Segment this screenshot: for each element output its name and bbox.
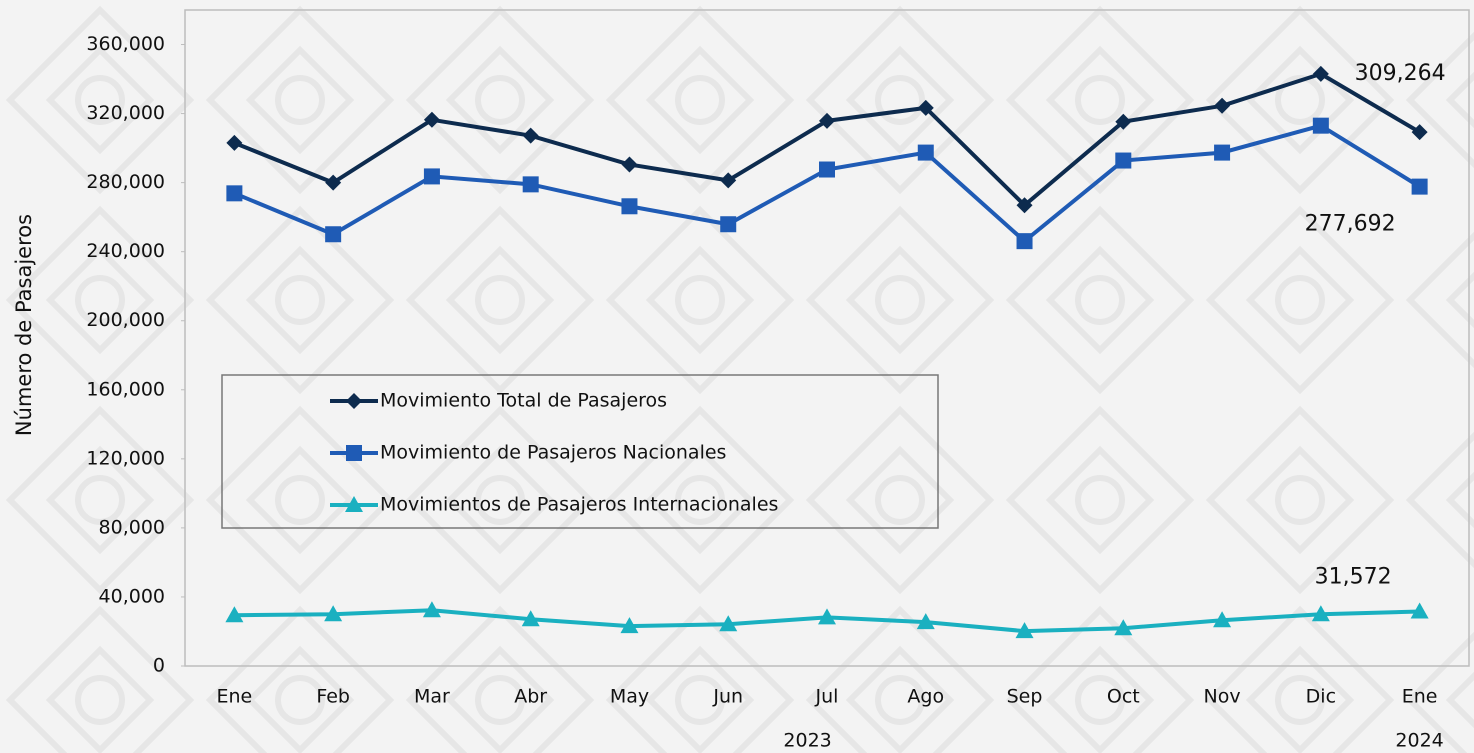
marker [422, 601, 441, 618]
marker [819, 161, 835, 178]
x-tick-label: Jun [712, 686, 743, 708]
marker [719, 615, 738, 632]
marker [916, 613, 935, 630]
marker [1016, 197, 1033, 214]
marker [720, 172, 737, 189]
marker [621, 198, 638, 215]
data-label: 31,572 [1315, 564, 1392, 589]
legend-box [221, 374, 939, 529]
marker [1213, 611, 1232, 628]
y-tick-label: 40,000 [99, 585, 165, 607]
marker [818, 608, 836, 625]
marker [720, 216, 737, 233]
marker [225, 606, 244, 623]
x-tick-label: Feb [316, 686, 350, 708]
marker [1214, 97, 1231, 114]
marker [423, 111, 440, 128]
marker [1311, 605, 1330, 622]
marker [226, 134, 243, 151]
marker [423, 168, 440, 185]
marker [917, 144, 934, 161]
marker [1214, 144, 1231, 161]
marker [1114, 619, 1133, 636]
marker [1410, 602, 1429, 619]
marker [325, 174, 342, 191]
x-tick-label: Ene [217, 686, 253, 708]
x-tick-label: Oct [1107, 686, 1140, 708]
marker [1015, 622, 1034, 639]
marker [346, 393, 362, 409]
marker [521, 610, 540, 627]
x-tick-label: May [610, 686, 649, 708]
x-tick-label: Ago [907, 686, 944, 708]
x-tick-label: Abr [514, 686, 547, 708]
marker [1115, 113, 1132, 130]
y-tick-label: 200,000 [86, 309, 165, 331]
data-label: 277,692 [1305, 212, 1396, 237]
y-tick-label: 320,000 [86, 102, 165, 124]
y-tick-label: 80,000 [99, 516, 165, 538]
x-tick-label: Dic [1306, 686, 1336, 708]
marker [620, 617, 639, 634]
x-tick-label: Mar [414, 686, 450, 708]
marker [1016, 233, 1033, 250]
marker [1411, 178, 1428, 195]
marker [226, 185, 243, 202]
y-tick-label: 160,000 [86, 378, 165, 400]
plot-frame [184, 9, 1470, 667]
legend-label: Movimiento de Pasajeros Nacionales [380, 442, 726, 464]
marker [621, 156, 638, 173]
marker [1115, 152, 1132, 169]
marker [345, 496, 363, 512]
marker [917, 99, 934, 116]
y-axis-label: Número de Pasajeros [12, 214, 36, 436]
marker [1312, 65, 1329, 82]
marker [1312, 117, 1329, 134]
year-label: 2023 [783, 730, 831, 752]
y-tick-label: 120,000 [86, 447, 165, 469]
marker [325, 226, 342, 243]
x-tick-label: Jul [815, 686, 839, 708]
x-tick-label: Ene [1402, 686, 1438, 708]
data-label: 309,264 [1355, 61, 1446, 86]
marker [522, 127, 539, 144]
legend-label: Movimientos de Pasajeros Internacionales [380, 494, 778, 516]
x-tick-label: Sep [1007, 686, 1043, 708]
year-label: 2024 [1395, 730, 1443, 752]
y-tick-label: 0 [153, 655, 165, 677]
y-tick-label: 240,000 [86, 240, 165, 262]
y-tick-label: 280,000 [86, 171, 165, 193]
marker [819, 112, 835, 129]
y-tick-label: 360,000 [86, 33, 165, 55]
legend-label: Movimiento Total de Pasajeros [380, 390, 667, 412]
marker [346, 445, 362, 461]
marker [522, 176, 539, 193]
marker [324, 605, 343, 622]
x-tick-label: Nov [1204, 686, 1241, 708]
marker [1411, 124, 1428, 141]
